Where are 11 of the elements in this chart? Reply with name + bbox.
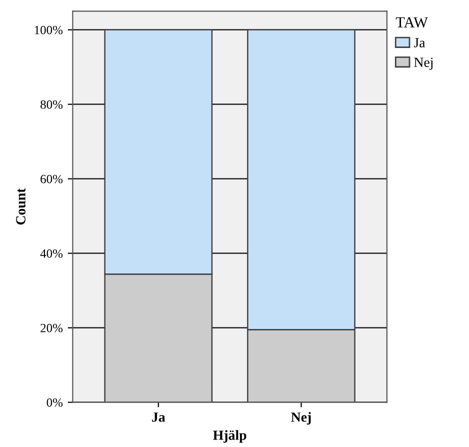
legend-label: Nej	[414, 58, 433, 70]
y-tick-label: 40%	[40, 249, 63, 258]
y-axis-title: Count	[16, 188, 26, 225]
y-tick-label: 20%	[40, 324, 63, 332]
y-tick-label: 60%	[40, 174, 63, 184]
y-tick-label: 0%	[46, 398, 63, 407]
x-axis-title: Hjälp	[213, 430, 246, 443]
y-tick-label: 80%	[40, 100, 63, 109]
y-tick-label: 100%	[34, 26, 63, 34]
legend-label: Ja	[414, 38, 426, 48]
legend-title: TAW	[396, 17, 428, 28]
